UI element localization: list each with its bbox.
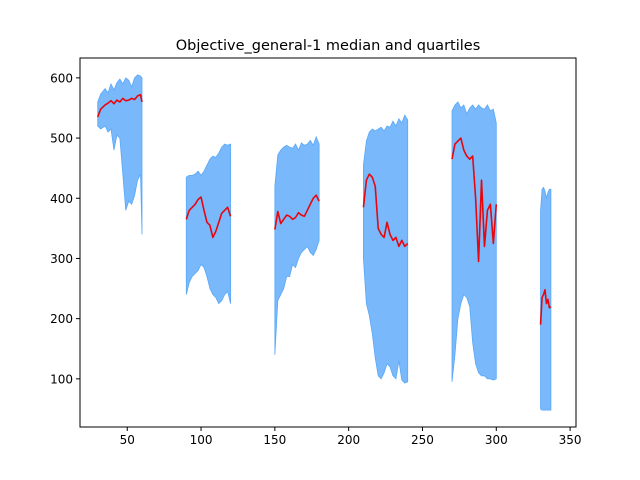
median-line (274, 194, 320, 230)
y-tick-label: 600 (50, 71, 73, 85)
x-tick-label: 100 (190, 433, 213, 447)
y-tick-label: 100 (50, 372, 73, 386)
x-axis: 50 100 150 200 250 300 350 (120, 427, 582, 447)
series-segment-2 (185, 143, 232, 305)
median-line (96, 93, 143, 118)
y-tick-label: 200 (50, 312, 73, 326)
y-tick-label: 500 (50, 132, 73, 146)
y-axis: 100 200 300 400 500 600 (50, 71, 80, 386)
chart-title: Objective_general-1 median and quartiles (176, 38, 481, 54)
x-tick-label: 300 (485, 433, 508, 447)
x-tick-label: 50 (120, 433, 135, 447)
median-line (451, 137, 498, 263)
series-segment-6 (539, 186, 552, 411)
quartile-band (97, 74, 143, 235)
x-tick-label: 200 (337, 433, 360, 447)
series-segment-1 (96, 74, 143, 235)
x-tick-label: 250 (411, 433, 434, 447)
y-tick-label: 400 (50, 192, 73, 206)
x-tick-label: 150 (263, 433, 286, 447)
plot-area (96, 74, 552, 411)
series-segment-5 (451, 101, 498, 382)
axes-frame (79, 57, 577, 428)
quartile-band (451, 101, 497, 382)
quartile-band (274, 135, 320, 355)
series-segment-3 (274, 135, 320, 355)
series-segment-4 (362, 114, 409, 384)
x-tick-label: 350 (559, 433, 582, 447)
median-line (362, 173, 409, 248)
y-tick-label: 300 (50, 252, 73, 266)
median-line (185, 196, 232, 239)
median-line (539, 288, 552, 325)
